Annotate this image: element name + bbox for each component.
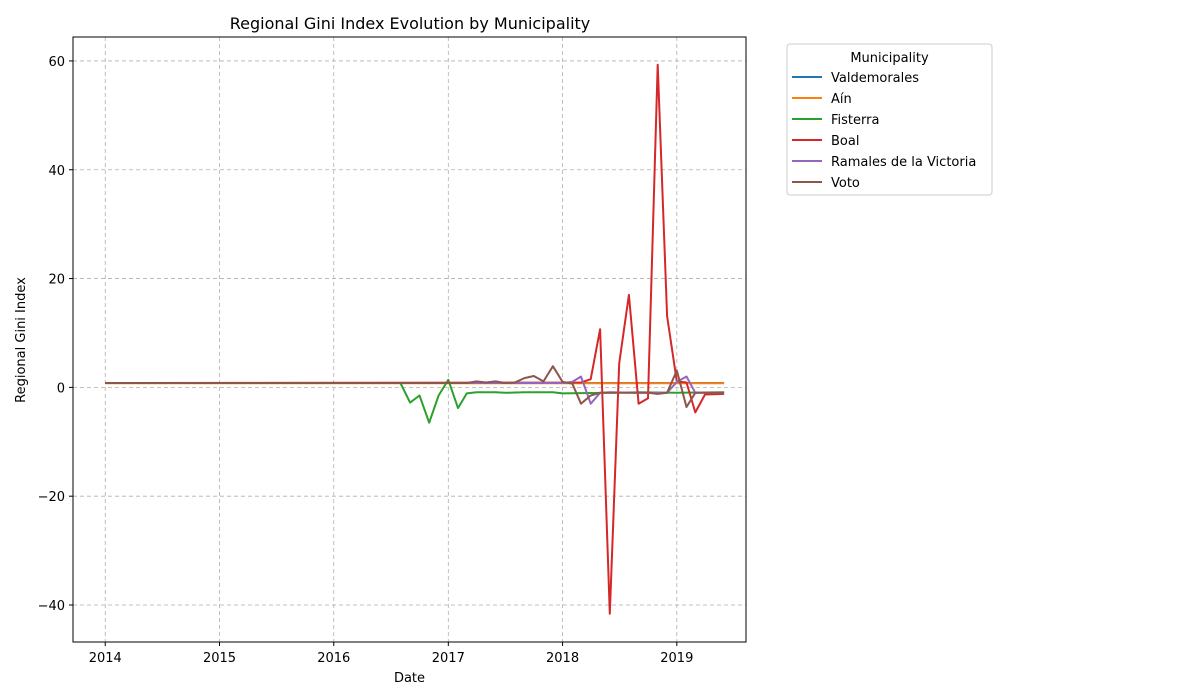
x-tick-label: 2015 [203, 651, 236, 666]
x-axis: 2014 2015 2016 2017 2018 2019 [89, 642, 693, 666]
legend-label: Voto [831, 176, 860, 191]
legend-box [786, 43, 993, 196]
x-tick-label: 2019 [660, 651, 693, 666]
legend: Municipality Valdemorales Aín Fisterra Boal… [786, 43, 993, 196]
x-tick-label: 2016 [317, 651, 350, 666]
legend-label: Valdemorales [831, 71, 919, 86]
y-tick-label: 0 [57, 381, 65, 396]
series-line-6 [105, 365, 725, 408]
x-tick-label: 2017 [432, 651, 465, 666]
grid [73, 37, 746, 642]
series-lines [105, 63, 725, 615]
y-tick-label: −20 [38, 490, 65, 505]
y-axis: −40 −20 0 20 40 60 [38, 55, 73, 614]
x-axis-label: Date [394, 671, 425, 686]
legend-label: Aín [831, 92, 852, 107]
x-tick-label: 2014 [89, 651, 122, 666]
legend-label: Boal [831, 134, 859, 149]
y-tick-label: 40 [48, 164, 65, 179]
y-tick-label: −40 [38, 599, 65, 614]
x-tick-label: 2018 [546, 651, 579, 666]
legend-label: Ramales de la Victoria [831, 155, 976, 170]
y-tick-label: 20 [48, 273, 65, 288]
plot-frame [72, 36, 747, 643]
legend-items: Valdemorales Aín Fisterra Boal Ramales de la… [792, 71, 976, 191]
chart-title: Regional Gini Index Evolution by Municip… [230, 14, 591, 33]
y-axis-label: Regional Gini Index [14, 277, 29, 403]
legend-title: Municipality [850, 51, 929, 66]
y-tick-label: 60 [48, 55, 65, 70]
series-line-4 [105, 63, 725, 615]
legend-label: Fisterra [831, 113, 879, 128]
